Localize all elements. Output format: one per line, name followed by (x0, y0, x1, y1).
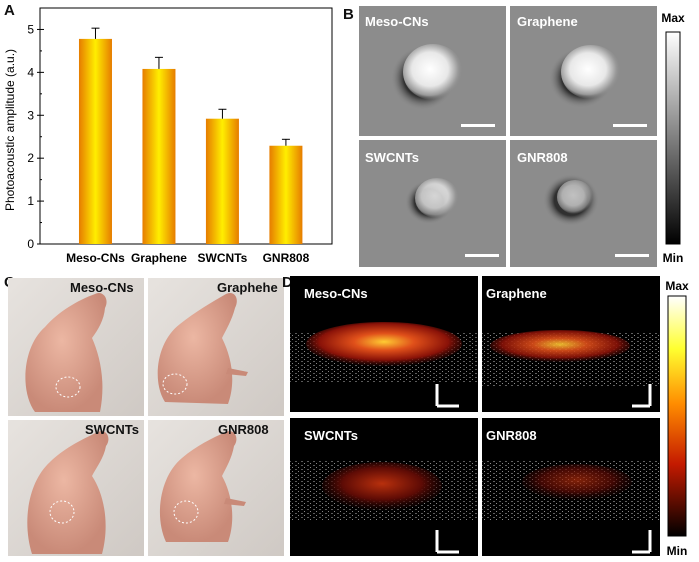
tumor-circle (173, 500, 199, 524)
pa-tile-label: Graphene (517, 14, 578, 29)
mouse-photo-swcnts: SWCNTs (8, 420, 144, 556)
x-tick-label: Meso-CNs (66, 251, 125, 265)
scale-bar (435, 384, 459, 408)
y-tick-label: 1 (27, 194, 34, 208)
panel-d-letter: D (282, 274, 293, 291)
panel-b: B Meso-CNs (343, 0, 699, 272)
mouse-photo-gnr808: GNR808 (148, 420, 284, 556)
pa-us-tile-label: Meso-CNs (304, 286, 368, 301)
photo-label: Graphehe (217, 280, 278, 295)
pa-tile-label: SWCNTs (365, 150, 419, 165)
pa-signal-region (522, 464, 632, 500)
colorbar-gradient (665, 31, 681, 245)
photo-label: SWCNTs (85, 422, 139, 437)
y-tick-label: 0 (27, 237, 34, 251)
pa-tile-meso-cns: Meso-CNs (359, 6, 506, 136)
mouse-body (25, 292, 107, 412)
mouse-photo-graphene: Graphehe (148, 278, 284, 416)
pa-signal-region (306, 322, 462, 366)
x-tick-label: GNR808 (263, 251, 310, 265)
y-axis-label: Photoacoustic amplitude (a.u.) (3, 49, 17, 211)
mouse-photo-meso-cns: Meso-CNs (8, 278, 144, 416)
panel-c: C Meso-CNs Graphehe (0, 272, 290, 562)
y-tick-label: 5 (27, 22, 34, 36)
scale-bar (632, 384, 652, 408)
photo-label: Meso-CNs (70, 280, 134, 295)
tumor-circle (162, 373, 188, 395)
scale-bar (615, 254, 649, 257)
pa-signal-region (322, 462, 442, 510)
pa-tile-swcnts: SWCNTs (359, 140, 506, 267)
pa-us-tile-meso-cns: Meso-CNs (290, 276, 478, 412)
hot-colorbar: Max Min (665, 279, 689, 558)
mouse-body (157, 292, 237, 404)
scale-bar (461, 124, 495, 127)
tumor-circle (55, 376, 81, 398)
bar (78, 38, 112, 244)
panel-a-letter: A (4, 2, 15, 19)
pa-spot (403, 44, 463, 100)
scale-bar (435, 530, 459, 554)
bar-chart: 0 1 2 3 4 5 Meso-CNs Graphene SWCNTs GNR808 Phot… (3, 7, 333, 265)
mouse-body (159, 431, 237, 542)
pa-tile-graphene: Graphene (510, 6, 657, 136)
mouse-photo-grid: Meso-CNs Graphehe SWCNTs GNR808 (8, 278, 284, 556)
grayscale-colorbar: Max Min (661, 11, 685, 265)
colorbar-max-label: Max (661, 11, 685, 25)
scale-bar (465, 254, 499, 257)
photo-label: GNR808 (218, 422, 269, 437)
bar (142, 68, 176, 244)
pa-us-tile-label: SWCNTs (304, 428, 358, 443)
scale-bar (613, 124, 647, 127)
panel-b-letter: B (343, 6, 354, 23)
mouse-paw (224, 498, 246, 506)
panel-a: A 0 1 2 3 4 5 Meso-CNs Graphene SWCNTs GNR808 Ph… (0, 0, 340, 272)
pa-spot (415, 178, 459, 218)
scale-bar (632, 530, 652, 554)
mouse-body (27, 431, 109, 554)
pa-us-tile-label: Graphene (486, 286, 547, 301)
pa-signal-region (490, 330, 630, 362)
pa-us-tile-swcnts: SWCNTs (290, 418, 478, 556)
bar (205, 118, 239, 244)
panel-d: D (282, 272, 699, 562)
x-tick-label: Graphene (131, 251, 187, 265)
pa-us-tile-graphene: Graphene (482, 276, 660, 412)
pa-us-tile-label: GNR808 (486, 428, 537, 443)
pa-tile-label: Meso-CNs (365, 14, 429, 29)
bar (269, 145, 303, 244)
pa-spot (561, 45, 621, 99)
mouse-paw (226, 368, 248, 376)
pa-tile-gnr808: GNR808 (510, 140, 657, 267)
plot-frame (39, 7, 333, 245)
colorbar-gradient (667, 295, 687, 537)
y-tick-label: 3 (27, 108, 34, 122)
y-tick-label: 4 (27, 65, 34, 79)
y-tick-label: 2 (27, 151, 34, 165)
pa-us-tile-gnr808: GNR808 (482, 418, 660, 556)
pa-spot (557, 180, 593, 214)
colorbar-min-label: Min (667, 544, 688, 558)
colorbar-max-label: Max (665, 279, 689, 293)
colorbar-min-label: Min (663, 251, 684, 265)
x-tick-label: SWCNTs (198, 251, 248, 265)
pa-us-image-grid: Meso-CNs Graphene SWCNTs GNR808 (290, 276, 689, 558)
tumor-circle (49, 500, 75, 524)
pa-tile-label: GNR808 (517, 150, 568, 165)
pa-image-grid: Meso-CNs Graphene SWCNTs GNR808 (359, 6, 685, 267)
